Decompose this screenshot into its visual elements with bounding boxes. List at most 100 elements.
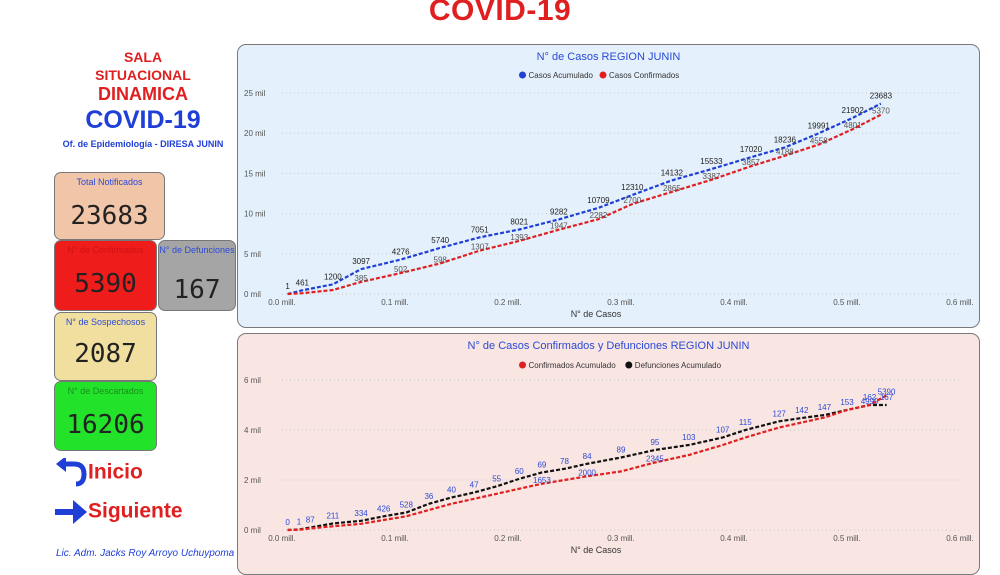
data-label: 5370 — [872, 107, 890, 116]
y-tick-label: 0 mil — [244, 290, 261, 299]
legend-marker — [519, 361, 526, 369]
data-label: 3387 — [703, 172, 721, 181]
data-label: 1947 — [550, 222, 568, 231]
data-label: 1393 — [510, 233, 528, 242]
confirmados-card: N° de Confirmados 5390 — [54, 240, 157, 311]
data-label: 60 — [515, 467, 524, 476]
data-label: 167 — [880, 393, 894, 402]
series-line-casos-acumulado — [287, 102, 882, 296]
data-label: 47 — [470, 481, 479, 490]
data-label: 1 — [297, 518, 302, 527]
data-label: 211 — [326, 512, 339, 521]
chart-casos-svg: N° de Casos REGION JUNIN Casos Acumulado C… — [244, 51, 974, 319]
data-label: 4999 — [861, 397, 879, 406]
data-label: 19991 — [808, 121, 831, 130]
y-tick-label: 4 mil — [244, 426, 261, 435]
x-tick-label: 0.5 mill. — [833, 534, 861, 543]
x-axis-title: N° de Casos — [571, 309, 622, 319]
data-label: 95 — [650, 438, 659, 447]
data-label: 18236 — [774, 135, 797, 144]
x-tick-label: 0.6 mill. — [946, 534, 974, 543]
author-credit: Lic. Adm. Jacks Roy Arroyo Uchuypoma — [56, 548, 235, 559]
data-label: 107 — [716, 426, 730, 435]
data-label: 426 — [377, 504, 391, 513]
chart-title: N° de Casos Confirmados y Defunciones RE… — [468, 340, 750, 352]
x-tick-label: 0.3 mill. — [607, 534, 635, 543]
legend-marker — [625, 361, 633, 369]
office-label: Of. de Epidemiología - DIRESA JUNIN — [62, 139, 224, 149]
data-label: 5390 — [878, 387, 896, 396]
data-label: 3097 — [352, 257, 370, 266]
defunciones-value: 167 — [173, 275, 221, 305]
data-label: 502 — [394, 265, 408, 274]
x-tick-label: 0.4 mill. — [720, 298, 748, 307]
x-tick-label: 0.1 mill. — [381, 298, 409, 307]
page-title: COVID-19 — [428, 0, 572, 27]
confirmados-label: N° de Confirmados — [67, 245, 144, 255]
data-label: 4801 — [844, 121, 862, 130]
legend-marker — [519, 71, 526, 79]
data-label: 598 — [434, 255, 448, 264]
chart-title: N° de Casos REGION JUNIN — [537, 51, 681, 63]
defunciones-label: N° de Defunciones — [159, 245, 235, 255]
data-label: 69 — [537, 461, 546, 470]
total-notificados-card: Total Notificados 23683 — [54, 172, 165, 240]
sospechosos-value: 2087 — [74, 339, 137, 369]
data-label: 23683 — [870, 92, 893, 101]
y-tick-label: 2 mil — [244, 476, 261, 485]
data-label: 2865 — [663, 184, 681, 193]
y-tick-label: 15 mil — [244, 169, 266, 178]
inicio-button[interactable]: Inicio — [54, 456, 143, 488]
y-tick-label: 5 mil — [244, 250, 261, 259]
sidebar-panel: SALA SITUACIONAL DINAMICA COVID-19 Of. d… — [52, 44, 236, 573]
legend-label: Defunciones Acumulado — [635, 361, 722, 370]
data-label: 15533 — [700, 157, 723, 166]
forward-arrow-icon — [55, 500, 87, 524]
data-label: 9282 — [550, 207, 568, 216]
data-label: 4188 — [776, 148, 794, 157]
data-label: 40 — [447, 486, 456, 495]
data-label: 528 — [400, 501, 414, 510]
total-notificados-value: 23683 — [70, 201, 149, 231]
x-tick-label: 0.5 mill. — [833, 298, 861, 307]
data-label: 2345 — [646, 455, 664, 464]
x-tick-label: 0.0 mill. — [268, 534, 296, 543]
data-label: 461 — [296, 278, 310, 287]
chart-casos: N° de Casos REGION JUNIN Casos Acumulado C… — [237, 44, 980, 328]
siguiente-button[interactable]: Siguiente — [54, 499, 183, 525]
data-label: 8021 — [510, 218, 528, 227]
total-notificados-label: Total Notificados — [76, 177, 143, 187]
series-line-casos-confirmados — [287, 113, 882, 296]
descartados-value: 16206 — [66, 410, 145, 440]
x-tick-label: 0.4 mill. — [720, 534, 748, 543]
y-tick-label: 10 mil — [244, 210, 266, 219]
chart-confirmados-defunciones: N° de Casos Confirmados y Defunciones RE… — [237, 333, 980, 575]
x-tick-label: 0.6 mill. — [946, 298, 974, 307]
legend-label: Casos Acumulado — [529, 71, 594, 80]
legend-marker — [599, 71, 607, 79]
data-label: 1307 — [471, 243, 489, 252]
x-tick-label: 0.1 mill. — [381, 534, 409, 543]
defunciones-card: N° de Defunciones 167 — [158, 240, 236, 311]
sala-label: SALA — [123, 49, 163, 65]
data-label: 127 — [773, 409, 787, 418]
siguiente-label: Siguiente — [88, 499, 183, 523]
data-label: 2282 — [590, 211, 608, 220]
dinamica-label: DINAMICA — [98, 84, 188, 104]
data-label: 36 — [424, 492, 433, 501]
data-label: 334 — [354, 509, 368, 518]
data-label: 1653 — [533, 476, 551, 485]
y-tick-label: 25 mil — [244, 89, 266, 98]
y-tick-label: 0 mil — [244, 526, 261, 535]
chart-confirmados-defunciones-svg: N° de Casos Confirmados y Defunciones RE… — [244, 340, 974, 555]
data-label: 21902 — [842, 106, 865, 115]
data-label: 0 — [285, 518, 290, 527]
x-tick-label: 0.0 mill. — [268, 298, 296, 307]
data-label: 385 — [354, 274, 368, 283]
data-label: 12310 — [621, 183, 644, 192]
data-label: 162 — [863, 393, 877, 402]
data-label: 17020 — [740, 145, 763, 154]
data-label: 87 — [306, 516, 315, 525]
data-label: 1 — [285, 282, 290, 291]
legend-label: Confirmados Acumulado — [529, 361, 617, 370]
